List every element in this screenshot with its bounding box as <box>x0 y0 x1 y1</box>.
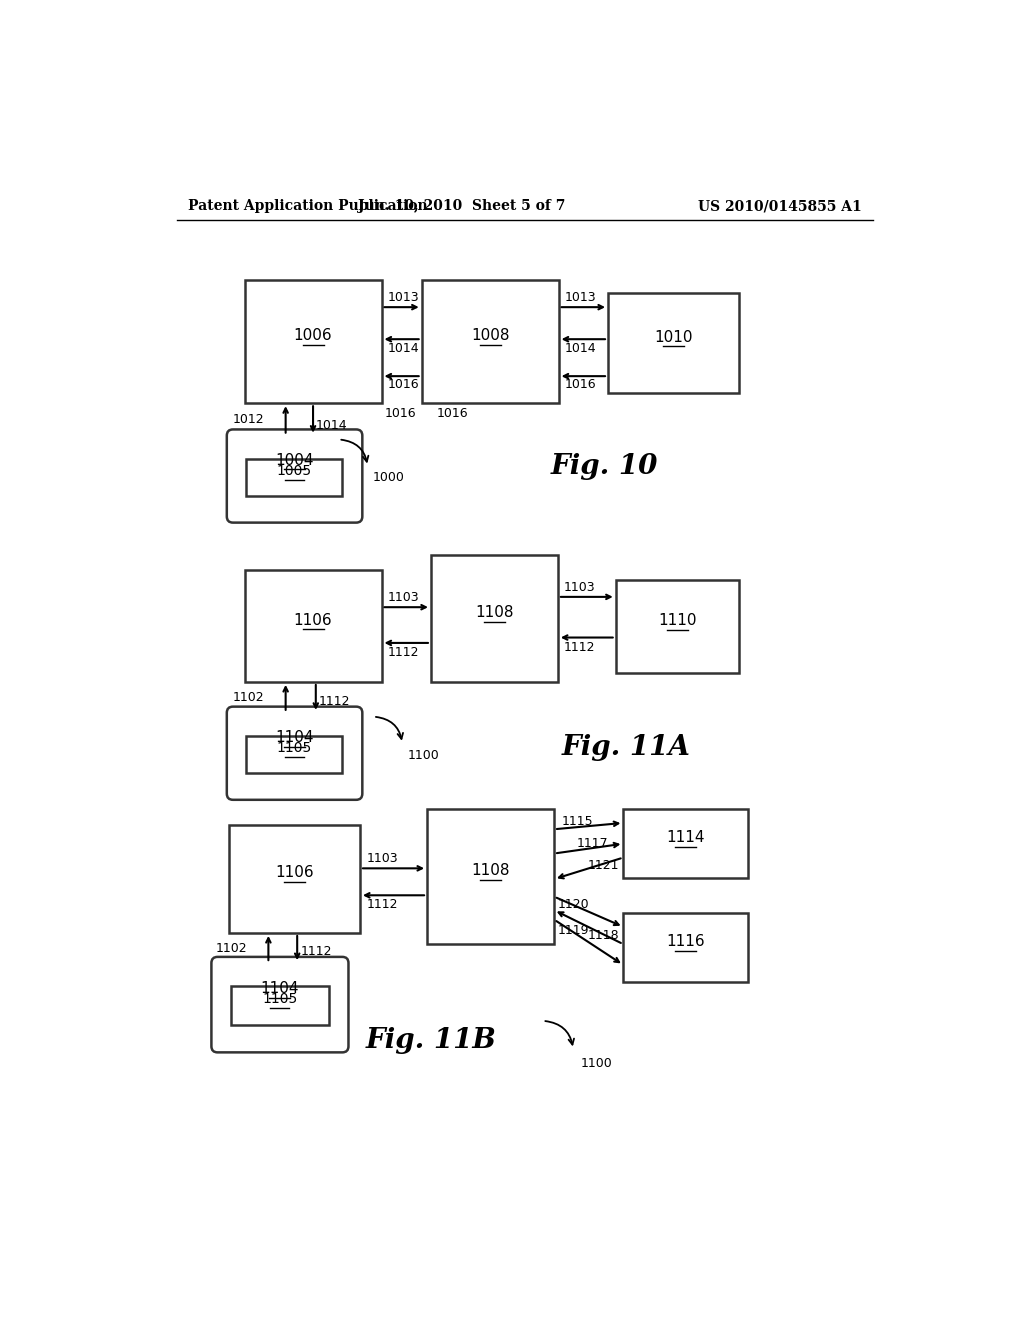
FancyBboxPatch shape <box>211 957 348 1052</box>
Text: 1004: 1004 <box>275 453 313 467</box>
Text: 1008: 1008 <box>471 327 509 343</box>
Text: 1013: 1013 <box>565 292 596 304</box>
Text: 1016: 1016 <box>385 407 417 420</box>
Text: 1112: 1112 <box>564 640 596 653</box>
Text: 1016: 1016 <box>388 379 420 392</box>
FancyBboxPatch shape <box>226 429 362 523</box>
Text: 1006: 1006 <box>294 327 333 343</box>
Text: 1005: 1005 <box>276 465 311 478</box>
Text: 1106: 1106 <box>294 612 333 627</box>
Text: 1120: 1120 <box>558 898 590 911</box>
Bar <box>624 809 749 878</box>
FancyBboxPatch shape <box>226 706 362 800</box>
Text: 1010: 1010 <box>654 330 692 345</box>
Text: Fig. 11B: Fig. 11B <box>366 1027 497 1053</box>
Text: Jun. 10, 2010  Sheet 5 of 7: Jun. 10, 2010 Sheet 5 of 7 <box>358 199 565 213</box>
Text: 1110: 1110 <box>658 612 696 628</box>
Text: Fig. 10: Fig. 10 <box>550 453 657 480</box>
Bar <box>427 809 554 944</box>
Text: 1100: 1100 <box>581 1056 612 1069</box>
Text: 1102: 1102 <box>232 690 264 704</box>
Text: 1105: 1105 <box>262 993 298 1006</box>
Bar <box>229 825 360 933</box>
Text: US 2010/0145855 A1: US 2010/0145855 A1 <box>698 199 862 213</box>
Text: Fig. 11A: Fig. 11A <box>562 734 690 760</box>
Text: 1119: 1119 <box>558 924 590 937</box>
Bar <box>431 554 558 682</box>
Text: 1115: 1115 <box>562 814 593 828</box>
Text: 1100: 1100 <box>408 748 439 762</box>
Text: 1112: 1112 <box>388 645 419 659</box>
Text: 1012: 1012 <box>232 413 264 426</box>
Bar <box>246 737 342 774</box>
Bar <box>245 570 382 682</box>
Bar <box>422 280 559 404</box>
Text: 1104: 1104 <box>275 730 313 744</box>
Text: 1103: 1103 <box>388 591 420 605</box>
Text: 1000: 1000 <box>373 471 404 484</box>
Text: 1121: 1121 <box>588 859 620 873</box>
Bar <box>615 581 739 673</box>
Text: 1112: 1112 <box>318 694 350 708</box>
Bar <box>230 986 330 1024</box>
Text: 1103: 1103 <box>367 853 397 866</box>
Text: 1013: 1013 <box>388 292 420 304</box>
Text: 1112: 1112 <box>367 899 397 911</box>
Text: 1118: 1118 <box>588 929 620 942</box>
Bar <box>246 459 342 496</box>
Bar <box>608 293 739 393</box>
Bar <box>624 913 749 982</box>
Text: 1108: 1108 <box>475 605 514 620</box>
Text: Patent Application Publication: Patent Application Publication <box>188 199 428 213</box>
Text: 1102: 1102 <box>215 941 247 954</box>
Text: 1116: 1116 <box>667 935 706 949</box>
Text: 1016: 1016 <box>437 407 469 420</box>
Text: 1104: 1104 <box>261 981 299 997</box>
Text: 1014: 1014 <box>316 418 348 432</box>
Text: 1105: 1105 <box>276 742 312 755</box>
Text: 1016: 1016 <box>565 379 596 392</box>
Bar <box>245 280 382 404</box>
Text: 1117: 1117 <box>578 837 609 850</box>
Text: 1108: 1108 <box>471 863 510 878</box>
Text: 1112: 1112 <box>300 945 332 958</box>
Text: 1014: 1014 <box>565 342 596 355</box>
Text: 1114: 1114 <box>667 830 705 845</box>
Text: 1106: 1106 <box>275 866 314 880</box>
Text: 1103: 1103 <box>564 581 596 594</box>
Text: 1014: 1014 <box>388 342 420 355</box>
